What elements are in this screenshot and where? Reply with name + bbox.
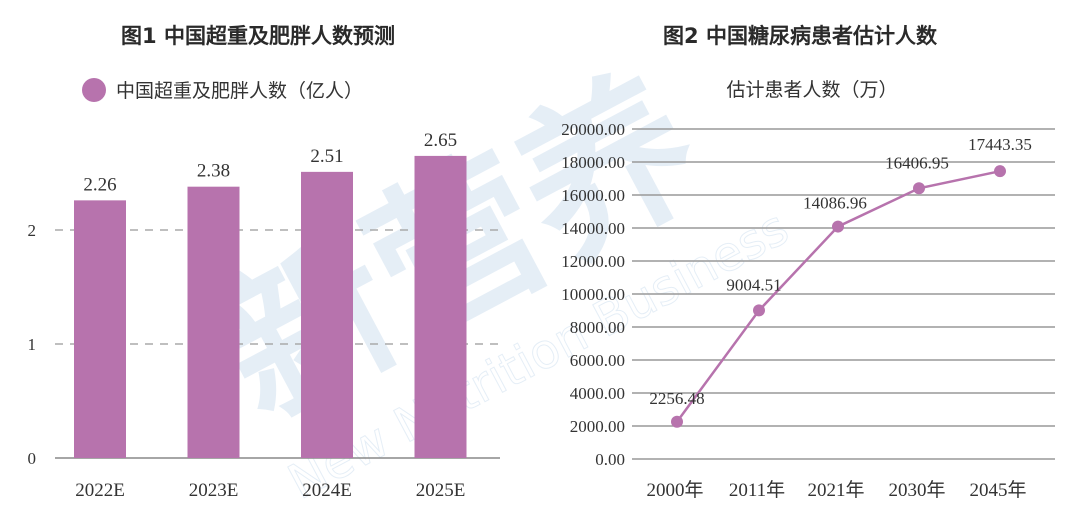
chart2-x-tick: 2045年 bbox=[969, 479, 1026, 501]
chart1-y-tick: 2 bbox=[28, 221, 37, 240]
chart1-y-tick: 0 bbox=[28, 449, 37, 468]
chart2-point bbox=[994, 165, 1006, 178]
chart2-value-label: 16406.95 bbox=[885, 153, 949, 172]
chart2-x-tick: 2000年 bbox=[646, 479, 703, 501]
chart1-legend-label: 中国超重及肥胖人数（亿人） bbox=[116, 80, 363, 102]
chart2-y-tick: 0.00 bbox=[595, 450, 625, 469]
chart1-bar bbox=[74, 200, 126, 459]
chart2-value-label: 9004.51 bbox=[726, 275, 781, 294]
chart2-value-label: 14086.96 bbox=[803, 194, 867, 213]
chart2-y-tick: 4000.00 bbox=[570, 384, 625, 403]
chart2-x-tick: 2011年 bbox=[729, 479, 785, 501]
chart2-point bbox=[753, 304, 765, 317]
chart2-value-label: 2256.48 bbox=[649, 389, 704, 408]
chart2-y-tick: 10000.00 bbox=[561, 285, 625, 304]
chart1-bar bbox=[187, 186, 240, 458]
chart2-value-label: 17443.35 bbox=[968, 135, 1032, 154]
chart1-x-tick: 2025E bbox=[416, 480, 466, 501]
chart2-y-tick: 18000.00 bbox=[561, 153, 625, 172]
watermark: 新营养 New Nutrition Business bbox=[186, 42, 798, 511]
chart1-bar bbox=[414, 155, 467, 458]
chart2-y-tick: 2000.00 bbox=[570, 417, 625, 436]
chart2-point bbox=[832, 220, 844, 233]
chart1-value-label: 2.26 bbox=[83, 174, 116, 195]
chart2-title: 图2 中国糖尿病患者估计人数 bbox=[663, 24, 938, 48]
chart2-point bbox=[671, 415, 683, 428]
chart1-title: 图1 中国超重及肥胖人数预测 bbox=[121, 24, 395, 48]
chart1-x-tick: 2023E bbox=[189, 480, 239, 501]
chart2-x-tick: 2030年 bbox=[888, 479, 945, 501]
chart2-y-tick: 16000.00 bbox=[561, 186, 625, 205]
chart2-y-tick: 8000.00 bbox=[570, 318, 625, 337]
chart1-bar bbox=[301, 171, 353, 459]
chart1-legend-marker bbox=[82, 78, 106, 102]
chart1-x-tick: 2022E bbox=[75, 480, 125, 501]
chart1-x-tick: 2024E bbox=[302, 480, 352, 501]
chart1-y-tick: 1 bbox=[28, 335, 37, 354]
chart1-value-label: 2.38 bbox=[197, 161, 230, 182]
chart2-y-tick: 14000.00 bbox=[561, 219, 625, 238]
chart2-point bbox=[913, 182, 925, 195]
chart1-value-label: 2.51 bbox=[310, 146, 343, 167]
chart1-value-label: 2.65 bbox=[424, 130, 457, 151]
chart2-x-tick: 2021年 bbox=[807, 479, 864, 501]
chart2-y-tick: 20000.00 bbox=[561, 120, 625, 139]
chart2-y-tick: 12000.00 bbox=[561, 252, 625, 271]
chart2-y-tick: 6000.00 bbox=[570, 351, 625, 370]
chart2-series-label: 估计患者人数（万） bbox=[726, 79, 897, 101]
